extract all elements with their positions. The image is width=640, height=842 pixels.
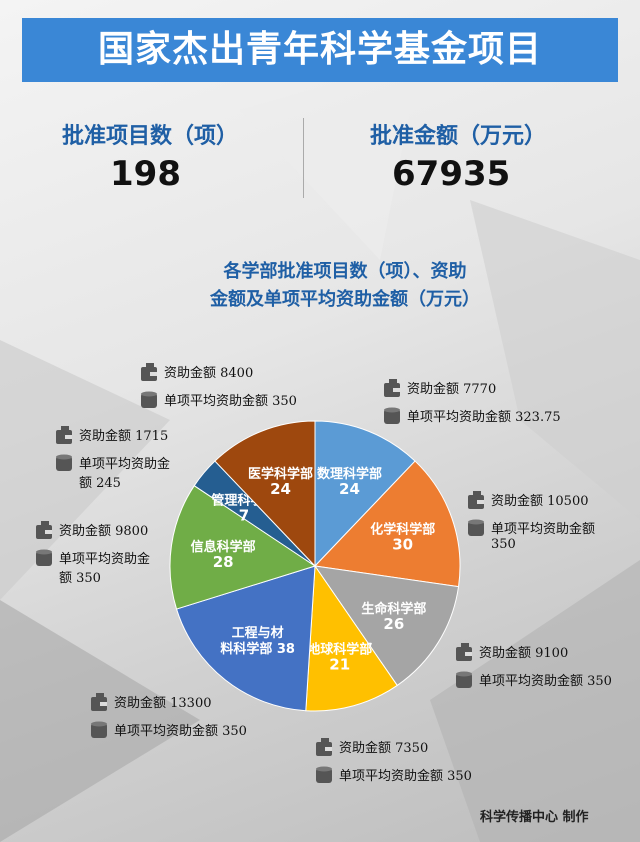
coin-stack-icon <box>91 721 107 738</box>
funding-annotation: 资助金额 9100 单项平均资助金额 350 <box>455 642 615 698</box>
funding-annotation: 资助金额 8400 单项平均资助金额 350 <box>140 362 380 418</box>
coin-stack-icon <box>316 766 332 783</box>
chart-title: 各学部批准项目数（项）、资助 金额及单项平均资助金额（万元） <box>150 258 540 314</box>
slice-label: 化学科学部 30 <box>370 522 435 554</box>
funding-text: 资助金额 9100 <box>479 646 569 661</box>
average-text: 单项平均资助金额 350 <box>479 674 612 689</box>
funding-text: 资助金额 13300 <box>114 696 212 711</box>
pie-slice <box>313 565 460 687</box>
coin-stack-icon <box>56 454 72 471</box>
amount-value: 67935 <box>392 154 511 194</box>
coin-stack-icon <box>456 671 472 688</box>
funding-text: 资助金额 1715 <box>79 429 169 444</box>
pie-slice <box>175 565 316 712</box>
average-text: 单项平均资助金额 350 <box>114 724 247 739</box>
pie-slice <box>214 420 316 568</box>
wallet-icon <box>91 693 107 711</box>
pie-slice <box>313 460 461 588</box>
funding-annotation: 资助金额 10500 单项平均资助金额 350 <box>467 490 617 560</box>
wallet-icon <box>384 379 400 397</box>
slice-label: 地球科学部 21 <box>307 641 372 673</box>
slice-label: 工程与材料科学部 38 <box>220 625 295 657</box>
chart-title-line2: 金额及单项平均资助金额（万元） <box>210 289 480 310</box>
average-text: 单项平均资助金额 350 <box>491 522 596 552</box>
funding-text: 资助金额 7350 <box>339 741 429 756</box>
average-text: 单项平均资助金额 245 <box>79 457 171 491</box>
wallet-icon <box>36 521 52 539</box>
funding-annotation: 资助金额 7350 单项平均资助金额 350 <box>315 737 555 793</box>
funding-annotation: 资助金额 1715 单项平均资助金额 245 <box>55 425 175 499</box>
slice-label: 医学科学部 24 <box>248 466 313 498</box>
wallet-icon <box>141 363 157 381</box>
wallet-icon <box>456 643 472 661</box>
coin-stack-icon <box>36 549 52 566</box>
funding-text: 资助金额 10500 <box>491 494 589 509</box>
page-title: 国家杰出青年科学基金项目 <box>22 18 618 82</box>
average-text: 单项平均资助金额 350 <box>164 394 297 409</box>
wallet-icon <box>316 738 332 756</box>
funding-annotation: 资助金额 9800 单项平均资助金额 350 <box>35 520 150 594</box>
amount-label: 批准金额（万元） <box>370 124 547 149</box>
chart-title-line1: 各学部批准项目数（项）、资助 <box>223 261 467 282</box>
average-text: 单项平均资助金额 323.75 <box>407 410 561 425</box>
slice-label: 生命科学部 26 <box>361 601 426 633</box>
wallet-icon <box>56 426 72 444</box>
wallet-icon <box>468 491 484 509</box>
credit: 科学传播中心 制作 <box>480 810 589 825</box>
coin-stack-icon <box>141 391 157 408</box>
pie-slice <box>169 484 317 610</box>
projects-value: 198 <box>110 154 181 194</box>
projects-label: 批准项目数（项） <box>62 124 239 149</box>
average-text: 单项平均资助金额 350 <box>59 552 151 586</box>
slice-label: 信息科学部 28 <box>191 539 256 571</box>
funding-annotation: 资助金额 7770 单项平均资助金额 323.75 <box>383 378 623 434</box>
funding-text: 资助金额 8400 <box>164 366 254 381</box>
funding-text: 资助金额 7770 <box>407 382 497 397</box>
funding-text: 资助金额 9800 <box>59 524 149 539</box>
pie-slice <box>314 420 416 568</box>
slice-label: 数理科学部 24 <box>317 466 382 498</box>
funding-annotation: 资助金额 13300 单项平均资助金额 350 <box>90 692 330 748</box>
divider <box>303 118 304 198</box>
average-text: 单项平均资助金额 350 <box>339 769 472 784</box>
pie-slice <box>305 564 398 712</box>
coin-stack-icon <box>468 519 484 536</box>
coin-stack-icon <box>384 407 400 424</box>
